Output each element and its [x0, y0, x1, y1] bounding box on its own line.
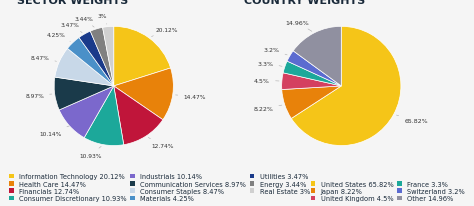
- Text: 14.47%: 14.47%: [175, 94, 206, 99]
- Text: 3.3%: 3.3%: [257, 61, 282, 67]
- Wedge shape: [59, 87, 114, 138]
- Wedge shape: [114, 27, 171, 87]
- Text: SECTOR WEIGHTS: SECTOR WEIGHTS: [17, 0, 128, 6]
- Wedge shape: [287, 52, 341, 87]
- Wedge shape: [55, 49, 114, 87]
- Text: 65.82%: 65.82%: [396, 116, 428, 123]
- Text: 4.5%: 4.5%: [254, 78, 279, 83]
- Text: 3%: 3%: [98, 14, 107, 25]
- Wedge shape: [84, 87, 124, 146]
- Text: 3.2%: 3.2%: [264, 48, 287, 56]
- Text: COUNTRY WEIGHTS: COUNTRY WEIGHTS: [245, 0, 365, 6]
- Text: 10.14%: 10.14%: [39, 126, 70, 136]
- Wedge shape: [283, 62, 341, 87]
- Wedge shape: [282, 87, 341, 119]
- Legend: Information Technology 20.12%, Health Care 14.47%, Financials 12.74%, Consumer D: Information Technology 20.12%, Health Ca…: [8, 172, 311, 203]
- Text: 20.12%: 20.12%: [152, 28, 178, 37]
- Text: 14.96%: 14.96%: [285, 21, 312, 32]
- Text: 8.22%: 8.22%: [254, 106, 282, 111]
- Wedge shape: [79, 32, 114, 87]
- Wedge shape: [114, 87, 163, 145]
- Wedge shape: [292, 27, 401, 146]
- Wedge shape: [67, 38, 114, 87]
- Wedge shape: [54, 78, 114, 110]
- Wedge shape: [282, 73, 341, 90]
- Text: 8.47%: 8.47%: [30, 56, 56, 62]
- Text: 4.25%: 4.25%: [46, 33, 70, 42]
- Wedge shape: [90, 28, 114, 87]
- Legend: United States 65.82%, Japan 8.22%, United Kingdom 4.5%, France 3.3%, Switzerland: United States 65.82%, Japan 8.22%, Unite…: [310, 179, 466, 203]
- Text: 3.47%: 3.47%: [60, 23, 82, 33]
- Wedge shape: [293, 27, 341, 87]
- Text: 3.44%: 3.44%: [74, 17, 94, 28]
- Text: 10.93%: 10.93%: [79, 147, 101, 158]
- Wedge shape: [102, 27, 114, 87]
- Text: 12.74%: 12.74%: [148, 138, 174, 148]
- Wedge shape: [114, 69, 173, 120]
- Text: 8.97%: 8.97%: [25, 93, 52, 98]
